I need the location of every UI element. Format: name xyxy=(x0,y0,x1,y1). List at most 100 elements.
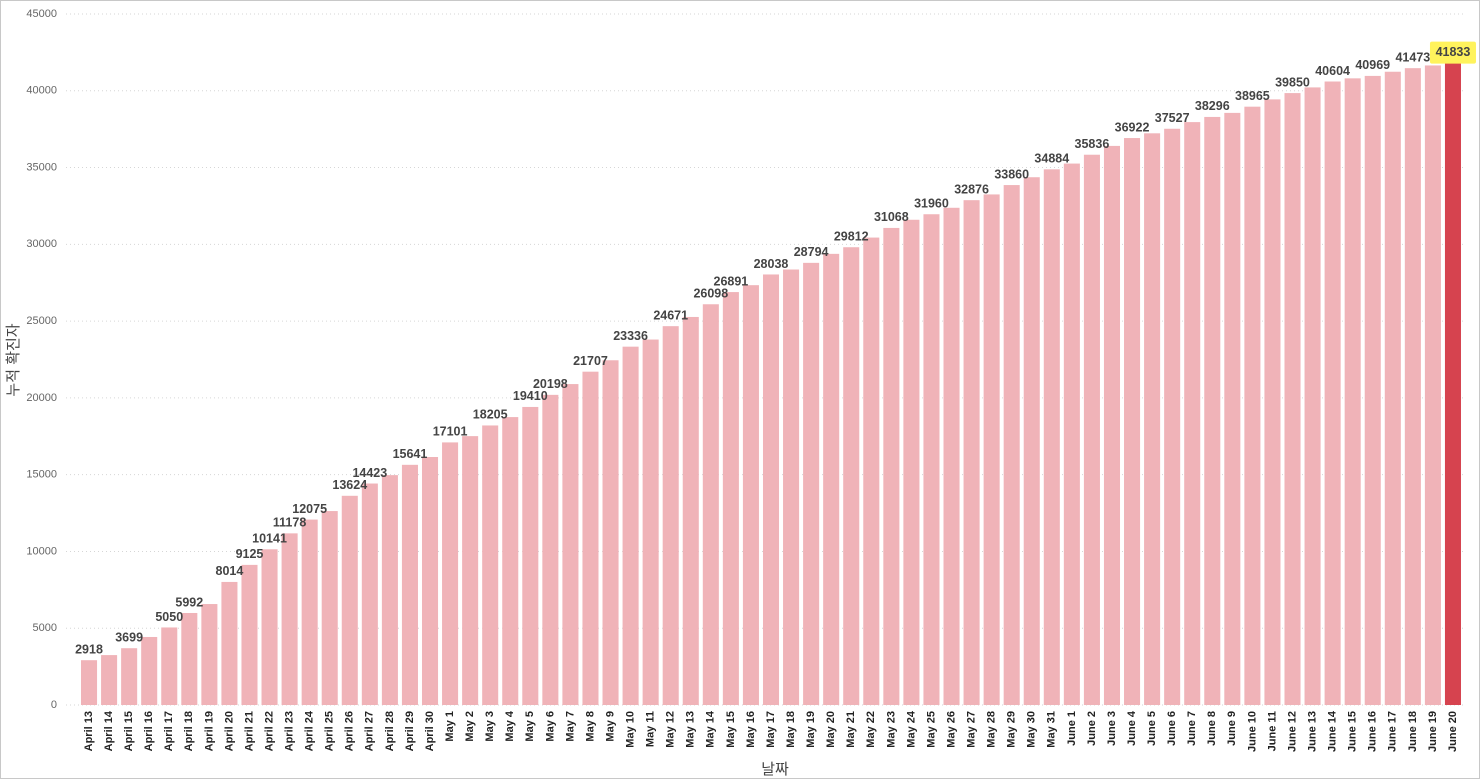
bar xyxy=(381,475,398,705)
y-tick-label: 10000 xyxy=(26,545,57,557)
y-tick-label: 5000 xyxy=(33,622,57,634)
x-tick-label: April 21 xyxy=(243,711,255,751)
data-label: 40604 xyxy=(1315,64,1350,78)
data-label: 20198 xyxy=(533,377,568,391)
bar xyxy=(1424,65,1441,706)
data-label: 29812 xyxy=(834,230,869,244)
x-tick-label: June 9 xyxy=(1226,711,1238,746)
x-tick-label: May 22 xyxy=(865,711,877,748)
data-label: 36922 xyxy=(1115,120,1150,134)
bar xyxy=(1344,78,1361,705)
data-label: 32876 xyxy=(954,182,989,196)
data-label: 3699 xyxy=(115,630,143,644)
x-tick-label: June 5 xyxy=(1146,711,1158,746)
bar xyxy=(963,200,980,705)
x-tick-label: May 13 xyxy=(685,711,697,748)
bar xyxy=(522,406,539,705)
x-tick-label: May 19 xyxy=(805,711,817,748)
bar xyxy=(542,394,559,705)
bar xyxy=(923,214,940,705)
bar xyxy=(421,457,439,705)
bar xyxy=(201,604,218,705)
bar xyxy=(1083,154,1100,705)
data-label: 5992 xyxy=(175,595,203,609)
x-tick-label: May 28 xyxy=(986,711,998,748)
data-label: 40969 xyxy=(1355,58,1390,72)
bar xyxy=(983,194,1000,705)
bar xyxy=(883,227,900,705)
data-label: 33860 xyxy=(994,167,1029,181)
bar xyxy=(1164,128,1181,705)
bar xyxy=(1204,116,1221,705)
data-label: 19410 xyxy=(513,389,548,403)
labels: April 13 2918 April 14 April 15 3699 April 16… xyxy=(75,41,1476,752)
x-tick-label: May 25 xyxy=(925,711,937,748)
bar xyxy=(622,346,639,705)
bar xyxy=(1284,93,1301,705)
x-tick-label: April 17 xyxy=(163,711,175,751)
x-tick-label: June 3 xyxy=(1106,711,1118,746)
data-label: 28038 xyxy=(754,257,789,271)
data-label: 35836 xyxy=(1075,137,1110,151)
bar xyxy=(101,655,118,705)
y-tick-label: 25000 xyxy=(26,315,57,327)
x-tick-label: June 16 xyxy=(1367,711,1379,752)
data-label: 41473 xyxy=(1395,50,1430,64)
x-tick-label: April 23 xyxy=(284,711,296,751)
x-tick-label: June 8 xyxy=(1206,711,1218,746)
bar xyxy=(1184,122,1201,706)
x-tick-label: April 29 xyxy=(404,711,416,751)
bar xyxy=(1324,81,1341,705)
data-label: 34884 xyxy=(1034,152,1069,166)
bar xyxy=(1244,106,1261,705)
bar xyxy=(81,660,98,705)
data-label: 12075 xyxy=(292,502,327,516)
x-tick-label: April 22 xyxy=(263,711,275,751)
x-tick-label: June 4 xyxy=(1126,710,1138,746)
bar xyxy=(301,519,318,705)
x-tick-label: June 19 xyxy=(1427,711,1439,752)
bar xyxy=(161,627,178,705)
data-label: 28794 xyxy=(794,245,829,259)
bar xyxy=(341,495,358,705)
data-label: 26891 xyxy=(714,274,749,288)
x-tick-label: May 4 xyxy=(504,710,516,741)
bar xyxy=(1063,163,1080,705)
y-tick-label: 35000 xyxy=(26,161,57,173)
y-tick-label: 30000 xyxy=(26,238,57,250)
bar xyxy=(1144,133,1161,705)
bar xyxy=(783,269,800,705)
x-tick-label: May 6 xyxy=(544,711,556,742)
bar xyxy=(702,304,719,705)
bar xyxy=(682,316,699,705)
x-tick-label: April 15 xyxy=(123,711,135,751)
bar xyxy=(943,207,960,705)
bar xyxy=(562,384,579,705)
bar xyxy=(1003,185,1020,705)
x-tick-label: May 17 xyxy=(765,711,777,748)
x-tick-label: June 6 xyxy=(1166,711,1178,746)
data-label: 23336 xyxy=(613,329,648,343)
bar xyxy=(502,417,519,705)
x-tick-label: June 2 xyxy=(1086,711,1098,746)
y-axis-title: 누적 확진자 xyxy=(5,323,22,396)
bar xyxy=(281,533,298,705)
data-label: 2918 xyxy=(75,642,103,656)
x-tick-label: May 1 xyxy=(444,711,456,742)
data-label: 38965 xyxy=(1235,89,1270,103)
bar xyxy=(843,247,860,705)
bar xyxy=(903,219,920,705)
y-tick-label: 0 xyxy=(51,699,57,711)
x-tick-label: May 21 xyxy=(845,711,857,748)
bar xyxy=(361,483,378,705)
bar xyxy=(582,371,599,705)
bar xyxy=(1124,138,1141,705)
data-label: 8014 xyxy=(216,564,244,578)
bar xyxy=(1384,71,1401,706)
bar xyxy=(141,636,158,705)
x-tick-label: April 26 xyxy=(344,711,356,751)
x-tick-label: May 3 xyxy=(484,711,496,742)
data-label: 26098 xyxy=(693,287,728,301)
x-tick-label: April 28 xyxy=(384,711,396,751)
bar xyxy=(762,274,780,705)
